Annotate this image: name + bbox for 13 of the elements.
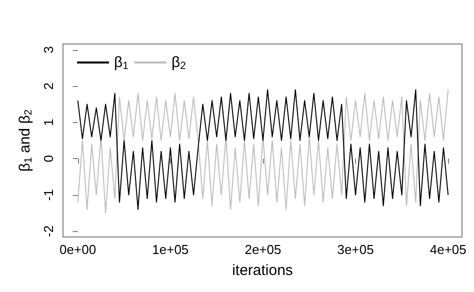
y-tick-label: 2 <box>41 82 56 90</box>
y-tick-label: 0 <box>41 155 56 162</box>
x-axis-title: iterations <box>232 262 293 279</box>
x-tick-label: 4e+05 <box>430 242 466 257</box>
x-tick-label: 2e+05 <box>244 242 282 257</box>
x-tick-label: 1e+05 <box>152 242 189 257</box>
y-axis-title: β1 and β2 <box>16 109 35 172</box>
y-tick-label: -1 <box>41 189 56 201</box>
y-tick-label: 1 <box>41 118 56 126</box>
y-tick-label: 3 <box>41 46 56 54</box>
x-tick-label: 0e+00 <box>60 242 96 257</box>
y-tick-label: -2 <box>41 225 56 237</box>
x-tick-label: 3e+05 <box>337 242 374 257</box>
